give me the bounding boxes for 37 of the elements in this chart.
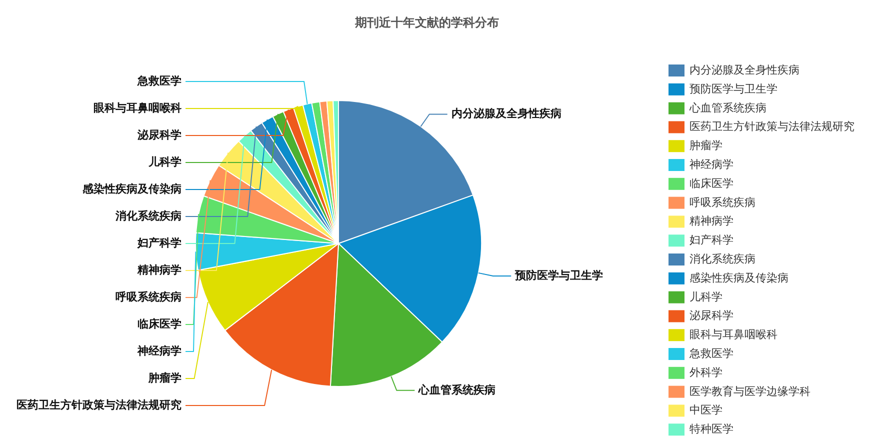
slice-label: 呼吸系统疾病 bbox=[116, 290, 182, 304]
slice-label: 内分泌腺及全身性疾病 bbox=[451, 107, 562, 120]
slice-label: 泌尿科学 bbox=[136, 128, 182, 142]
legend-label: 儿科学 bbox=[690, 290, 722, 304]
slice-label: 眼科与耳鼻咽喉科 bbox=[94, 102, 182, 114]
legend-label: 临床医学 bbox=[690, 176, 734, 190]
chart-title: 期刊近十年文献的学科分布 bbox=[354, 16, 499, 30]
legend-label: 中医学 bbox=[690, 404, 722, 417]
legend-label: 急救医学 bbox=[688, 348, 734, 360]
legend-label: 眼科与耳鼻咽喉科 bbox=[690, 328, 778, 342]
slice-label: 临床医学 bbox=[138, 318, 182, 330]
legend-label: 泌尿科学 bbox=[690, 310, 734, 322]
slice-label: 神经病学 bbox=[136, 344, 182, 358]
legend-label: 医学教育与医学边缘学科 bbox=[690, 384, 810, 398]
legend-label: 神经病学 bbox=[690, 158, 734, 171]
legend-label: 预防医学与卫生学 bbox=[690, 82, 778, 96]
legend-label: 精神病学 bbox=[690, 214, 734, 228]
slice-label: 肿瘤学 bbox=[148, 372, 182, 384]
slice-label: 感染性疾病及传染病 bbox=[82, 182, 182, 196]
legend-label: 肿瘤学 bbox=[690, 139, 722, 152]
slice-label: 心血管系统疾病 bbox=[418, 383, 496, 396]
legend-label: 特种医学 bbox=[690, 422, 734, 436]
slice-label: 精神病学 bbox=[136, 264, 182, 276]
slice-label: 急救医学 bbox=[136, 74, 182, 88]
legend-label: 消化系统疾病 bbox=[690, 252, 756, 266]
legend-label: 外科学 bbox=[690, 366, 722, 379]
legend-label: 内分泌腺及全身性疾病 bbox=[690, 64, 800, 76]
slice-label: 医药卫生方针政策与法律法规研究 bbox=[16, 398, 182, 412]
slice-label: 消化系统疾病 bbox=[114, 210, 182, 222]
legend-label: 呼吸系统疾病 bbox=[690, 196, 756, 209]
slice-label: 妇产科学 bbox=[136, 236, 182, 250]
legend-label: 感染性疾病及传染病 bbox=[690, 271, 788, 284]
legend-label: 医药卫生方针政策与法律法规研究 bbox=[690, 120, 854, 134]
slice-label: 儿科学 bbox=[148, 156, 182, 168]
legend-label: 妇产科学 bbox=[690, 234, 734, 247]
legend-label: 心血管系统疾病 bbox=[688, 101, 766, 114]
slice-label: 预防医学与卫生学 bbox=[514, 269, 604, 282]
